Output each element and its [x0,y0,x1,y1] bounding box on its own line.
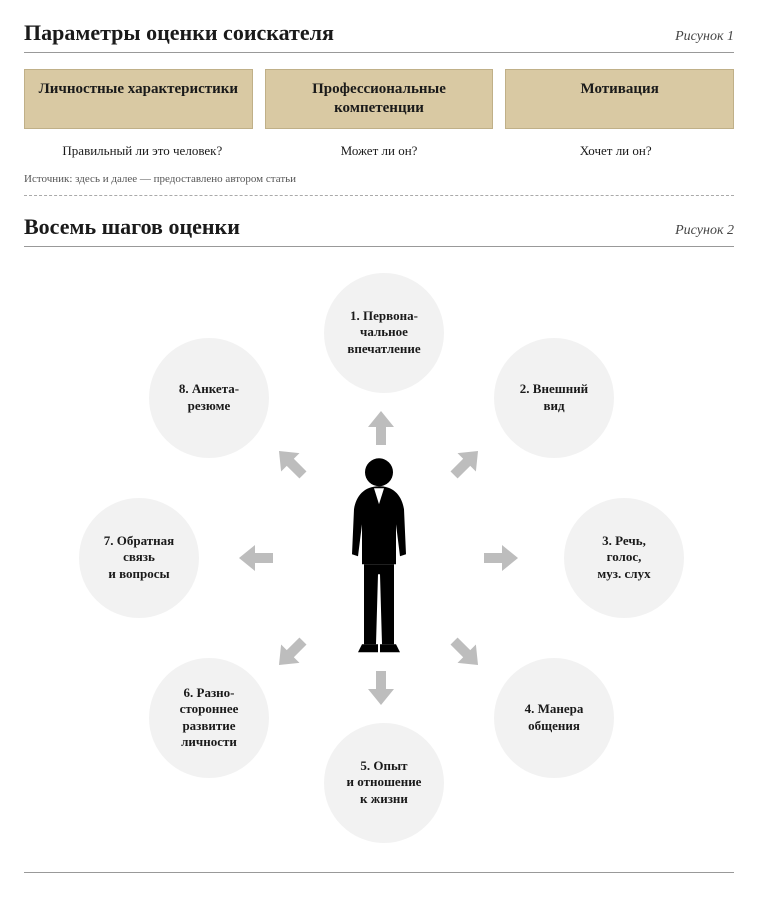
question-2: Хочет ли он? [497,143,734,159]
step-label-8: 8. Анкета- резюме [179,381,239,414]
param-box-1: Профессиональные компетенции [265,69,494,129]
arrow-8 [274,448,308,478]
arrow-4 [449,638,483,668]
step-node-5: 5. Опыт и отношение к жизни [324,723,444,843]
source-text: Источник: здесь и далее — предоставлено … [24,173,734,185]
figure2-title: Восемь шагов оценки [24,214,240,240]
step-node-8: 8. Анкета- резюме [149,338,269,458]
arrow-7 [239,543,273,573]
step-node-7: 7. Обратная связь и вопросы [79,498,199,618]
arrow-3 [484,543,518,573]
question-1: Может ли он? [261,143,498,159]
step-label-6: 6. Разно- стороннее развитие личности [180,685,239,750]
step-label-1: 1. Первона- чальное впечатление [347,308,420,357]
step-label-3: 3. Речь, голос, муз. слух [597,533,650,582]
person-icon [334,454,424,659]
figure1-title: Параметры оценки соискателя [24,20,334,46]
step-node-6: 6. Разно- стороннее развитие личности [149,658,269,778]
figure2-header: Восемь шагов оценки Рисунок 2 [24,214,734,247]
step-node-1: 1. Первона- чальное впечатление [324,273,444,393]
figure2-label: Рисунок 2 [675,223,734,239]
param-box-0: Личностные характеристики [24,69,253,129]
step-label-7: 7. Обратная связь и вопросы [104,533,174,582]
figure1-header: Параметры оценки соискателя Рисунок 1 [24,20,734,53]
steps-diagram: 1. Первона- чальное впечатление 2. Внешни… [24,263,734,873]
arrow-6 [274,638,308,668]
step-node-3: 3. Речь, голос, муз. слух [564,498,684,618]
step-label-4: 4. Манера общения [525,701,584,734]
question-0: Правильный ли это человек? [24,143,261,159]
arrow-1 [364,413,398,443]
param-box-2: Мотивация [505,69,734,129]
step-label-5: 5. Опыт и отношение к жизни [347,758,422,807]
figure1-label: Рисунок 1 [675,29,734,45]
step-node-4: 4. Манера общения [494,658,614,778]
params-row: Личностные характеристики Профессиональн… [24,69,734,129]
questions-row: Правильный ли это человек? Может ли он? … [24,143,734,159]
step-label-2: 2. Внешний вид [520,381,588,414]
dotted-separator [24,195,734,196]
step-node-2: 2. Внешний вид [494,338,614,458]
arrow-2 [449,448,483,478]
arrow-5 [364,673,398,703]
